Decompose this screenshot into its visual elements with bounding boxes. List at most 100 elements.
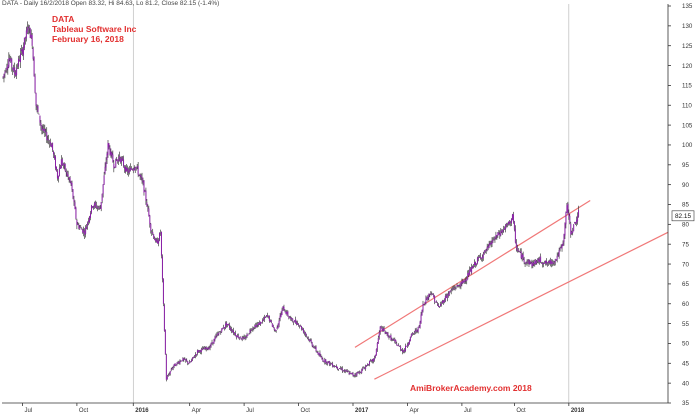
candle-body <box>345 370 347 372</box>
candle-body <box>43 128 45 131</box>
candle-body <box>203 347 205 350</box>
candle-body <box>68 177 70 180</box>
candle-body <box>432 293 434 295</box>
candle-body <box>450 290 452 292</box>
candle-body <box>478 256 480 258</box>
candle-body <box>346 370 348 372</box>
candle-body <box>27 29 29 30</box>
candle-body <box>90 205 92 213</box>
candle-body <box>272 325 274 328</box>
candle-body <box>457 285 459 286</box>
candle-layer <box>2 21 580 382</box>
candle-body <box>190 361 192 363</box>
candle-body <box>544 262 546 264</box>
candle-body <box>383 328 385 332</box>
candle-body <box>222 327 224 330</box>
candle-body <box>368 364 370 366</box>
candle-body <box>577 216 579 222</box>
candle-body <box>31 34 33 46</box>
candle-body <box>411 333 413 335</box>
candle-body <box>158 240 160 244</box>
candle-body <box>567 203 569 214</box>
candle-body <box>288 315 290 318</box>
candle-body <box>562 242 564 246</box>
candle-body <box>578 209 580 217</box>
candle-body <box>357 372 359 374</box>
candle-body <box>355 374 357 376</box>
candle-body <box>554 259 556 263</box>
candle-body <box>465 280 467 281</box>
candle-body <box>483 251 485 254</box>
candle-body <box>86 226 88 230</box>
candle-body <box>543 262 545 264</box>
candle-body <box>130 167 132 170</box>
candle-body <box>124 166 126 169</box>
candle-body <box>195 354 197 355</box>
candle-body <box>30 34 32 38</box>
candle-body <box>170 369 172 371</box>
candle-body <box>545 260 546 264</box>
candle-body <box>64 163 66 171</box>
candle-body <box>341 368 343 371</box>
candle-body <box>419 321 421 328</box>
candle-body <box>209 346 211 348</box>
candle-body <box>187 361 189 364</box>
candle-body <box>74 202 76 209</box>
candle-body <box>163 304 165 331</box>
candle-body <box>510 222 511 223</box>
candle-body <box>58 168 60 177</box>
candle-body <box>535 259 537 265</box>
candle-body <box>364 368 366 370</box>
candle-body <box>236 335 238 338</box>
candle-body <box>352 373 354 376</box>
candle-body <box>235 335 237 338</box>
candle-body <box>308 339 310 342</box>
candle-body <box>424 302 426 304</box>
candle-body <box>147 207 149 209</box>
candle-body <box>546 263 548 265</box>
candle-body <box>279 315 281 320</box>
candle-body <box>244 337 246 340</box>
candle-body <box>33 57 35 77</box>
candle-body <box>407 343 409 346</box>
axis-layer: 35 40 45 50 55 60 65 70 75 80 85 90 95 100 105 110 115 12… <box>2 3 695 414</box>
candle-body <box>344 369 346 372</box>
y-tick-label: 50 <box>682 341 689 348</box>
candle-body <box>113 163 115 169</box>
candle-body <box>204 348 206 350</box>
candle-body <box>325 359 327 363</box>
candle-body <box>253 328 255 329</box>
candle-body <box>85 227 87 234</box>
candle-body <box>300 325 301 327</box>
candle-body <box>523 258 525 263</box>
candle-body <box>71 182 73 190</box>
candle-body <box>50 142 52 146</box>
candle-body <box>178 362 180 364</box>
candle-body <box>343 370 345 372</box>
candle-body <box>446 294 448 299</box>
candle-body <box>213 339 215 344</box>
candle-body <box>549 259 551 265</box>
candle-body <box>504 227 506 230</box>
candle-body <box>363 367 365 369</box>
candle-body <box>528 259 530 265</box>
candle-body <box>107 142 109 155</box>
candle-body <box>515 242 517 249</box>
y-tick-label: 110 <box>682 102 692 109</box>
candle-body <box>22 46 24 56</box>
candle-body <box>459 286 461 288</box>
candle-body <box>538 259 540 262</box>
candle-body <box>138 174 140 176</box>
candle-body <box>377 338 379 344</box>
candle-body <box>511 214 513 220</box>
candle-body <box>555 259 557 260</box>
candle-body <box>532 262 534 267</box>
candle-body <box>117 159 119 162</box>
candle-body <box>441 300 443 304</box>
y-tick-label: 55 <box>682 321 689 328</box>
candle-body <box>110 151 112 157</box>
candle-body <box>90 212 91 219</box>
candle-body <box>233 332 235 334</box>
candle-body <box>351 372 353 374</box>
